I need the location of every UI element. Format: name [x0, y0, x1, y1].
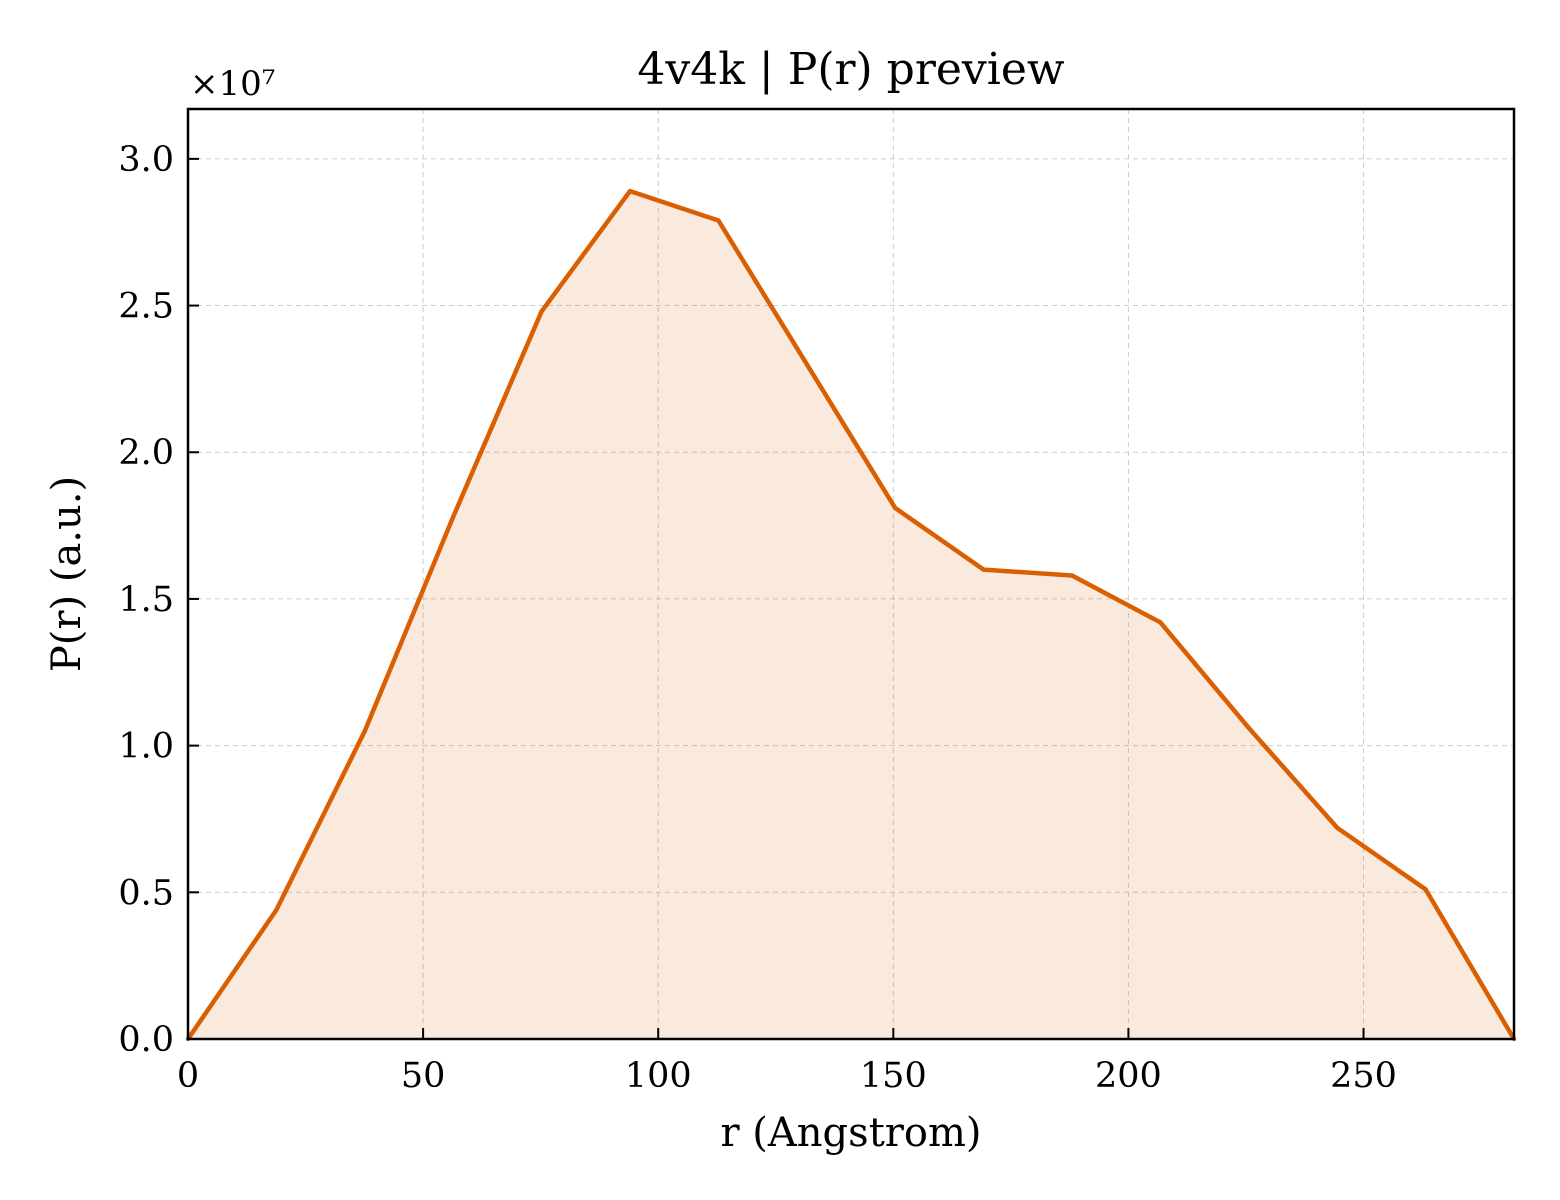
x-axis-ticks: 0 50 100 150 200 250: [177, 1028, 1397, 1096]
x-tick-label: 150: [860, 1056, 927, 1096]
data-point: [1158, 620, 1163, 625]
data-point: [451, 514, 456, 519]
x-tick-label: 250: [1330, 1056, 1397, 1096]
data-point: [1335, 825, 1340, 830]
data-point: [274, 907, 279, 913]
data-point: [539, 309, 544, 314]
plot-frame: [186, 107, 1516, 1041]
series-area-fill: [188, 191, 1514, 1040]
y-tick-label: 0.0: [118, 1020, 174, 1060]
series-points: [185, 188, 1517, 1042]
data-point: [1423, 887, 1428, 892]
x-tick-label: 200: [1095, 1056, 1162, 1096]
y-axis-offset-label: ×10⁷: [190, 64, 275, 104]
y-tick-label: 1.0: [118, 727, 174, 767]
y-tick-label: 0.5: [118, 873, 174, 913]
y-axis-label: P(r) (a.u.): [44, 476, 90, 672]
data-point: [804, 362, 809, 367]
data-point: [716, 218, 721, 223]
data-point: [1246, 725, 1252, 731]
data-point: [627, 188, 633, 194]
data-point: [981, 567, 986, 572]
y-axis-ticks: 0.0 0.5 1.0 1.5 2.0 2.5 3.0: [118, 140, 199, 1060]
x-axis-label: r (Angstrom): [720, 1110, 981, 1156]
y-tick-label: 1.5: [118, 580, 174, 620]
y-tick-label: 3.0: [118, 140, 174, 180]
series-line: [186, 188, 1516, 1041]
y-tick-label: 2.0: [118, 433, 174, 473]
data-point: [1069, 573, 1075, 578]
data-point: [893, 505, 898, 511]
y-tick-label: 2.5: [118, 287, 174, 327]
chart-title: 4v4k | P(r) preview: [637, 44, 1064, 95]
data-point: [362, 728, 367, 734]
x-tick-label: 0: [177, 1056, 199, 1096]
x-tick-label: 100: [625, 1056, 692, 1096]
grid-lines: [188, 109, 1514, 1039]
x-tick-label: 50: [401, 1056, 446, 1096]
